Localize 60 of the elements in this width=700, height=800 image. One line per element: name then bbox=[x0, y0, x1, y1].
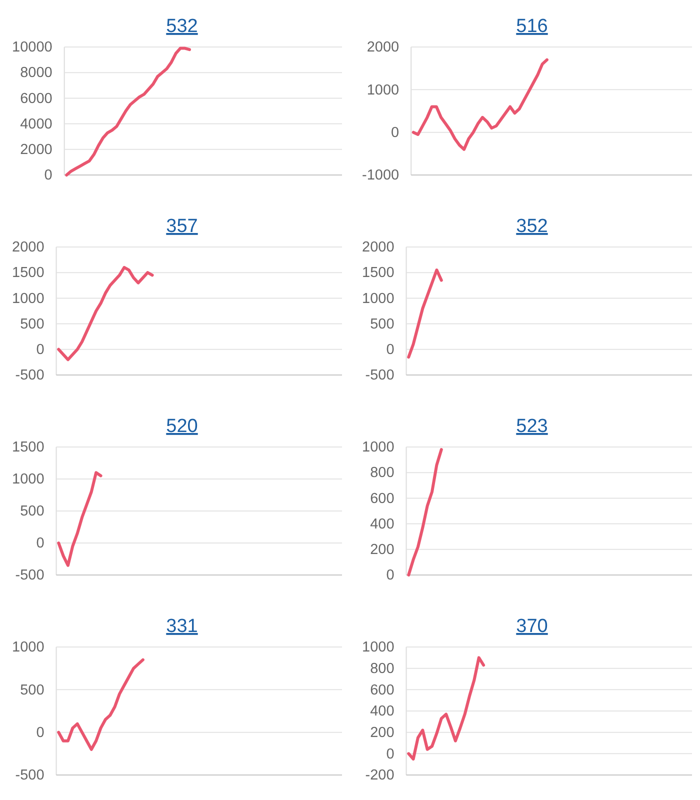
y-tick-label: 10000 bbox=[12, 40, 52, 56]
line-series bbox=[57, 658, 144, 751]
chart-title: 352 bbox=[516, 216, 548, 237]
chart-title: 516 bbox=[516, 16, 548, 37]
y-tick-label: -500 bbox=[15, 368, 44, 384]
y-tick-label: 0 bbox=[36, 342, 44, 358]
y-tick-label: 0 bbox=[386, 746, 394, 762]
y-tick-label: 600 bbox=[370, 490, 394, 507]
y-tick-label: 500 bbox=[370, 316, 394, 332]
y-tick-label: 1500 bbox=[362, 265, 394, 282]
y-tick-label: 1000 bbox=[12, 640, 44, 656]
y-tick-label: 500 bbox=[20, 316, 44, 332]
y-tick-label: 0 bbox=[36, 724, 44, 741]
chart-title: 357 bbox=[166, 216, 198, 237]
y-tick-label: 600 bbox=[370, 682, 394, 698]
y-tick-label: 2000 bbox=[20, 142, 52, 158]
y-tick-label: 0 bbox=[386, 568, 394, 584]
y-tick-label: -500 bbox=[15, 768, 44, 784]
y-tick-label: 2000 bbox=[366, 40, 400, 56]
y-tick-label: 1500 bbox=[12, 440, 44, 456]
y-tick-label: -200 bbox=[365, 768, 394, 784]
y-tick-label: -500 bbox=[15, 568, 44, 584]
y-tick-label: 400 bbox=[370, 704, 394, 720]
y-tick-label: 6000 bbox=[20, 90, 52, 107]
y-tick-label: 800 bbox=[370, 465, 394, 482]
y-tick-label: 0 bbox=[36, 536, 44, 552]
y-tick-label: 1000 bbox=[366, 82, 400, 98]
chart-title: 532 bbox=[166, 16, 198, 37]
y-tick-label: 400 bbox=[370, 516, 394, 532]
line-series bbox=[65, 46, 192, 176]
y-tick-label: 500 bbox=[20, 682, 44, 698]
y-tick-label: 1000 bbox=[12, 290, 44, 307]
y-tick-label: 0 bbox=[386, 342, 394, 358]
y-tick-label: 1000 bbox=[12, 472, 44, 488]
y-tick-label: -500 bbox=[365, 368, 394, 384]
line-series bbox=[407, 268, 443, 359]
line-series bbox=[407, 656, 486, 760]
y-tick-label: 4000 bbox=[20, 116, 52, 132]
y-tick-label: -1000 bbox=[362, 168, 400, 184]
chart-title: 523 bbox=[516, 416, 548, 437]
line-series bbox=[57, 471, 102, 567]
y-tick-label: 500 bbox=[20, 504, 44, 520]
chart-title: 370 bbox=[516, 616, 548, 637]
y-tick-label: 1000 bbox=[362, 290, 394, 307]
y-tick-label: 2000 bbox=[362, 240, 394, 256]
y-tick-label: 0 bbox=[391, 124, 400, 141]
y-tick-label: 200 bbox=[370, 724, 394, 741]
y-tick-label: 1500 bbox=[12, 265, 44, 282]
line-series bbox=[57, 266, 154, 362]
line-series bbox=[412, 58, 548, 151]
chart-title: 520 bbox=[166, 416, 198, 437]
y-tick-label: 1000 bbox=[362, 440, 394, 456]
line-series bbox=[407, 448, 443, 576]
y-tick-label: 2000 bbox=[12, 240, 44, 256]
y-tick-label: 1000 bbox=[362, 640, 394, 656]
y-tick-label: 800 bbox=[370, 660, 394, 677]
y-tick-label: 8000 bbox=[20, 65, 52, 82]
chart-title: 331 bbox=[166, 616, 198, 637]
y-tick-label: 0 bbox=[44, 168, 52, 184]
y-tick-label: 200 bbox=[370, 542, 394, 558]
